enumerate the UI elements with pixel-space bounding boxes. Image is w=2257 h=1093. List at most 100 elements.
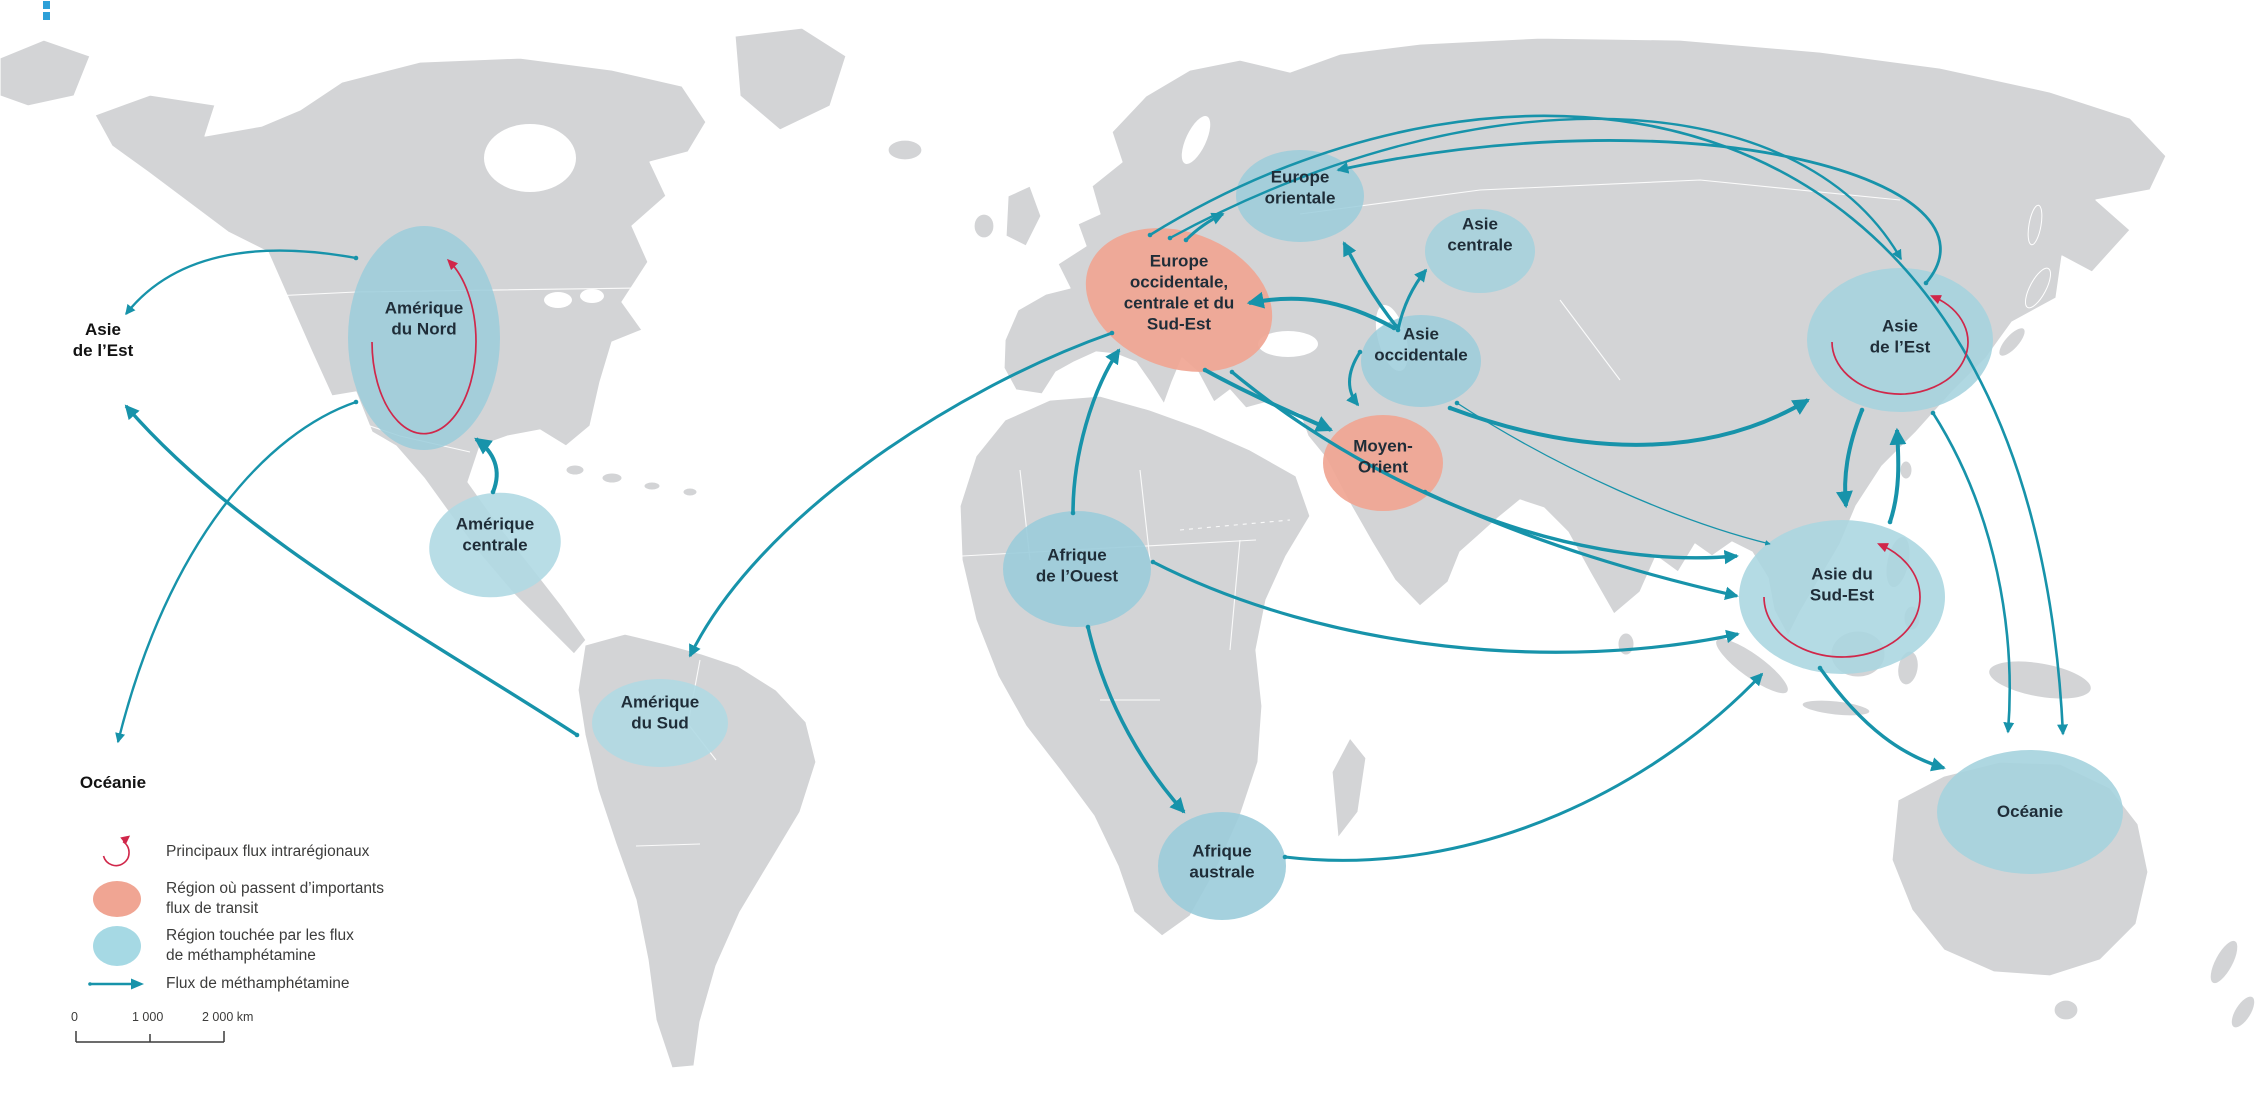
flow-asie-de-l-est_asie-du-sud-est [1836, 407, 1865, 509]
region-ellipse-asie-occidentale [1361, 315, 1481, 407]
legend-item-transit-region: Région où passent d’importants flux de t… [84, 879, 424, 919]
legend: Principaux flux intrarégionaux Région où… [71, 832, 424, 1050]
intraregional-layer [371, 258, 1969, 658]
external-label-asie-de-l-est-hors-carte: Asie de l’Est [73, 320, 134, 360]
region-ellipse-afrique-de-l-ouest [1003, 511, 1151, 627]
flow-afrique-de-l-ouest_europe [1070, 348, 1121, 516]
region-ellipse-amerique-du-sud [592, 679, 728, 767]
flow-origin-dot [1930, 410, 1936, 416]
flow-path-europe_amerique-du-sud [688, 331, 1113, 658]
flow-afrique-de-l-ouest_asie-du-sud-est [1150, 559, 1740, 654]
flow-path-asie-occidentale_moyen-orient [1346, 351, 1362, 407]
region-ellipse-asie-du-sud-est [1739, 520, 1945, 674]
legend-label: Flux de méthamphétamine [166, 974, 350, 992]
flow-asie-occidentale_asie-du-sud-est [1454, 400, 1771, 546]
flow-origin-dot [353, 255, 359, 261]
intra-asie-de-l-est [1831, 295, 1969, 395]
flow-path-amerique-du-sud_asie-de-l-est [124, 404, 578, 737]
scale-tick-label: 0 [71, 1009, 78, 1024]
flow-origin-dot [1150, 559, 1156, 565]
flow-arrow-icon [88, 978, 144, 990]
flow-origin-dot [1887, 519, 1893, 525]
land-ireland [973, 213, 995, 239]
flow-asie-occidentale_asie-centrale [1395, 268, 1428, 333]
labels-layer: Amérique du Nord Amérique centrale Amérique d… [73, 168, 2063, 882]
land-northeast-russia-corner [0, 39, 91, 107]
flow-europe_europe-orientale [1183, 212, 1225, 243]
region-ellipse-amerique-centrale [429, 492, 561, 598]
flow-path-moyen-orient_asie-du-sud-est [1424, 490, 1739, 600]
region-afrique-de-l-ouest [1003, 511, 1151, 627]
flow-origin-dot [1229, 369, 1235, 375]
flow-path-afrique-australe_asie-du-sud-est [1284, 672, 1764, 862]
region-label-moyen-orient: Moyen-Orient [1353, 437, 1413, 477]
intra-asie-du-sud-est [1763, 543, 1921, 658]
flow-path-europe_europe-orientale [1184, 212, 1225, 242]
intra-amerique-du-nord [371, 258, 477, 435]
flow-origin-dot [1859, 407, 1865, 413]
scale-bar-rule [75, 1030, 225, 1043]
region-label-amerique-du-nord: Amérique du Nord [385, 299, 463, 339]
flows-layer [115, 114, 2069, 862]
flow-origin-dot [574, 732, 580, 738]
flow-asie-du-sud-est_oceanie [1817, 665, 1946, 772]
land-madagascar [1331, 737, 1367, 839]
region-label-asie-de-l-est: Asie de l’Est [1870, 317, 1931, 357]
flow-path-afrique-de-l-ouest_europe [1071, 348, 1121, 514]
flow-origin-dot [1923, 280, 1929, 286]
flow-afrique-australe_asie-du-sud-est [1282, 672, 1764, 862]
flow-origin-dot [1357, 349, 1363, 355]
region-afrique-australe [1158, 812, 1286, 920]
external-label-oceanie-hors-carte: Océanie [80, 773, 146, 792]
flow-path-asie-de-l-est_oceanie [1931, 412, 2015, 734]
flow-origin-dot [1183, 237, 1189, 243]
flow-path-afrique-de-l-ouest_afrique-australe [1086, 626, 1186, 814]
affected-region-swatch [93, 926, 141, 967]
flow-asie-de-l-est_oceanie [1930, 410, 2015, 734]
flow-origin-dot [1817, 665, 1823, 671]
flow-moyen-orient_asie-du-sud-est [1422, 489, 1739, 600]
region-label-asie-du-sud-est: Asie du Sud-Est [1810, 565, 1875, 605]
region-label-afrique-de-l-ouest: Afrique de l’Ouest [1036, 546, 1119, 586]
flow-origin-dot [1147, 232, 1153, 238]
flow-moyen-orient_asie-de-l-est [1447, 398, 1810, 447]
flow-amerique-centrale_amerique-du-nord [474, 437, 499, 495]
flow-origin-dot [1454, 400, 1460, 406]
flow-path-asie-occidentale_asie-du-sud-est [1456, 402, 1771, 546]
region-asie-occidentale [1361, 315, 1481, 407]
region-label-europe-orientale: Europe orientale [1265, 168, 1336, 208]
region-ellipse-oceanie [1937, 750, 2123, 874]
region-ellipse-amerique-du-nord [348, 226, 500, 450]
region-oceanie [1937, 750, 2123, 874]
land-tasmania [2053, 999, 2079, 1021]
land-iceland [887, 139, 923, 161]
legend-item-intraregional: Principaux flux intrarégionaux [84, 832, 424, 872]
flow-path-asie-occidentale_europe-orientale [1342, 241, 1398, 328]
flow-asie-occidentale_moyen-orient [1346, 349, 1363, 407]
region-ellipse-afrique-australe [1158, 812, 1286, 920]
flow-path-afrique-de-l-ouest_asie-du-sud-est [1152, 560, 1740, 654]
legend-item-flow: Flux de méthamphétamine [84, 974, 424, 994]
scale-bar: 0 1 000 2 000 km [71, 1009, 294, 1050]
scale-tick-label: 1 000 [132, 1009, 164, 1024]
flow-afrique-de-l-ouest_afrique-australe [1085, 624, 1186, 814]
region-europe-occidentale-centrale-sud-est [1085, 228, 1273, 372]
region-asie-centrale [1425, 209, 1535, 293]
region-ellipse-europe-occidentale-centrale-sud-est [1085, 228, 1273, 372]
flow-origin-dot [1167, 235, 1173, 241]
flow-amerique-du-nord_asie-de-l-est [125, 249, 359, 316]
intraregional-flow-icon [102, 835, 131, 867]
region-amerique-du-nord [348, 226, 500, 450]
flow-origin-dot [1109, 330, 1115, 336]
flow-path-asie-du-sud-est_oceanie [1818, 667, 1946, 772]
legend-label: Région où passent d’importants flux de t… [166, 880, 384, 918]
flow-origin-dot [1085, 624, 1091, 630]
region-label-europe-occidentale-centrale-sud-est: Europe occidentale, centrale et du Sud-Est [1124, 252, 1235, 334]
region-amerique-centrale [429, 492, 561, 598]
region-label-amerique-du-sud: Amérique du Sud [621, 693, 699, 733]
land-uk [1005, 185, 1042, 247]
region-asie-du-sud-est [1739, 520, 1945, 674]
corner-mark [43, 1, 50, 21]
